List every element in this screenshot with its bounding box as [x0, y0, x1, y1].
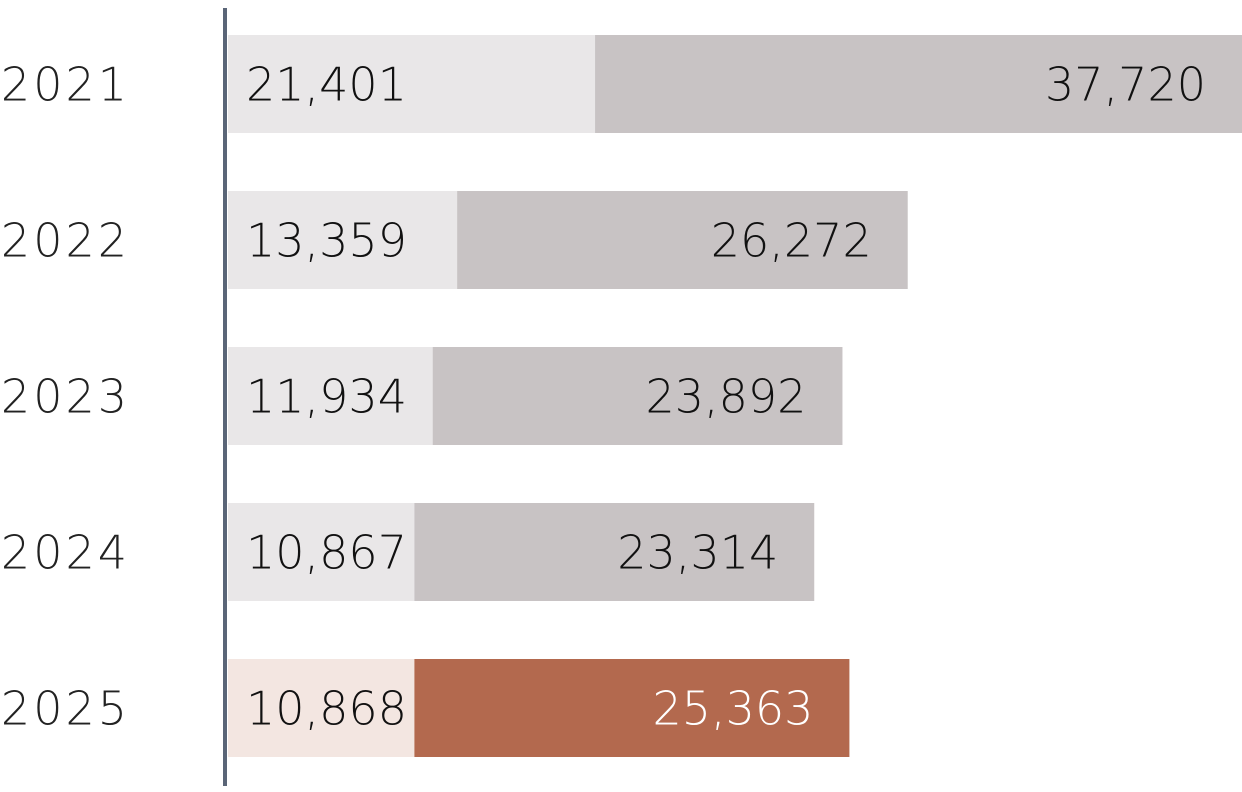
y-tick-label: 2025	[1, 682, 130, 736]
bar-segment	[228, 659, 415, 757]
bar-segment	[432, 347, 843, 445]
bar-segment	[228, 35, 596, 133]
y-tick-label: 2024	[1, 526, 130, 580]
data-label: 25,363	[652, 682, 813, 736]
y-tick-label: 2022	[1, 214, 130, 268]
data-label: 26,272	[711, 214, 872, 268]
bar-segment	[414, 503, 815, 601]
data-label: 21,401	[246, 58, 407, 112]
data-label: 23,314	[617, 526, 778, 580]
y-tick-label: 2021	[1, 58, 130, 112]
data-label: 10,867	[246, 526, 407, 580]
data-label: 23,892	[645, 370, 806, 424]
data-label: 10,868	[246, 682, 407, 736]
data-label: 37,720	[1045, 58, 1206, 112]
bar-segment	[228, 191, 458, 289]
bar-segment	[595, 35, 1242, 133]
data-label: 11,934	[246, 370, 407, 424]
bar-segment	[457, 191, 908, 289]
bar-segment	[228, 347, 433, 445]
y-tick-label: 2023	[1, 370, 130, 424]
bar-segment	[228, 503, 415, 601]
bar-segment	[414, 659, 850, 757]
data-label: 13,359	[246, 214, 407, 268]
